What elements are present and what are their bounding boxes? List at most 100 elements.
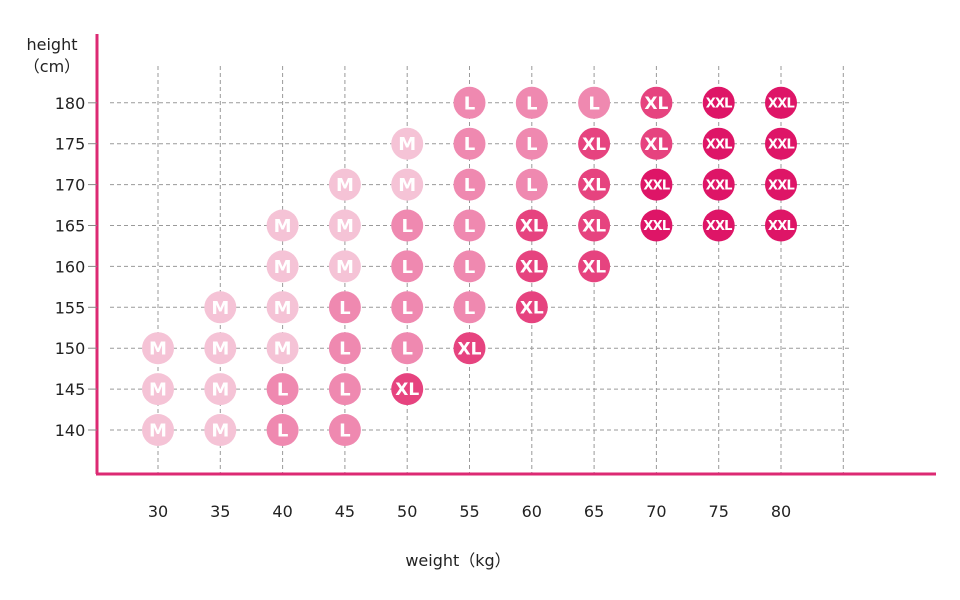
axes [95, 34, 936, 476]
size-marker-circle [453, 168, 486, 201]
size-marker-circle [204, 414, 237, 446]
size-marker: M [142, 414, 174, 446]
size-marker: XXL [765, 86, 797, 119]
size-marker: M [328, 250, 361, 283]
y-tick-label: 180 [55, 94, 86, 113]
size-marker-label: L [464, 216, 475, 237]
y-tick-label: 140 [55, 421, 86, 440]
size-marker-circle [453, 332, 486, 365]
size-marker-circle [204, 332, 237, 365]
size-marker: M [142, 373, 174, 406]
size-marker-circle [453, 250, 486, 283]
size-marker: M [266, 209, 299, 242]
y-tick-label: 175 [55, 135, 86, 154]
size-marker-circle [266, 291, 299, 324]
size-marker-circle [453, 291, 486, 324]
size-marker: L [266, 414, 299, 446]
size-marker-label: L [339, 380, 350, 401]
size-marker-circle [640, 86, 673, 119]
size-marker: XXL [702, 168, 735, 201]
size-marker-label: XXL [706, 178, 732, 193]
size-marker-label: XL [520, 298, 544, 318]
size-marker: L [328, 373, 361, 406]
size-marker-circle [578, 86, 611, 119]
size-marker-label: XXL [768, 96, 794, 111]
size-marker: XXL [765, 209, 797, 242]
size-marker-label: M [211, 298, 229, 319]
size-marker: L [266, 373, 299, 406]
x-tick-label: 75 [709, 502, 729, 521]
size-marker-circle [391, 127, 424, 160]
size-marker-label: M [149, 339, 167, 360]
size-marker-circle [765, 168, 797, 201]
y-axis-title-line2: （cm） [24, 57, 80, 76]
size-marker: L [515, 168, 548, 201]
size-marker: L [515, 86, 548, 119]
size-marker-circle [266, 414, 299, 446]
size-marker-circle [453, 209, 486, 242]
size-marker-circle [328, 209, 361, 242]
size-marker-label: XL [582, 217, 606, 237]
size-marker: M [328, 168, 361, 201]
size-marker-circle [142, 414, 174, 446]
size-marker: L [328, 332, 361, 365]
size-marker-label: M [336, 175, 354, 196]
size-marker: XL [453, 332, 486, 365]
size-marker-circle [515, 250, 548, 283]
size-marker: XL [578, 127, 611, 160]
size-marker-circle [142, 373, 174, 406]
x-tick-label: 55 [459, 502, 479, 521]
size-marker-label: XL [395, 380, 419, 400]
x-tick-label: 50 [397, 502, 417, 521]
x-tick-label: 35 [210, 502, 230, 521]
size-marker-label: M [274, 339, 292, 360]
size-marker-circle [142, 332, 174, 365]
size-marker-circle [765, 127, 797, 160]
size-marker-label: XXL [643, 219, 669, 234]
size-marker-circle [391, 250, 424, 283]
size-marker-circle [578, 168, 611, 201]
size-marker-circle [702, 86, 735, 119]
size-marker-label: XL [458, 339, 482, 359]
size-marker-circle [391, 291, 424, 324]
size-marker-circle [515, 291, 548, 324]
size-marker: M [266, 291, 299, 324]
size-marker: XXL [640, 209, 673, 242]
size-marker-circle [328, 250, 361, 283]
size-marker: M [328, 209, 361, 242]
x-tick-label: 70 [646, 502, 666, 521]
size-marker-circle [328, 168, 361, 201]
size-marker-label: XL [644, 135, 668, 155]
size-marker-label: L [401, 257, 412, 278]
size-marker: XL [578, 209, 611, 242]
size-marker-label: XL [520, 217, 544, 237]
size-marker-circle [515, 168, 548, 201]
size-marker-circle [453, 86, 486, 119]
size-marker-label: XXL [706, 137, 732, 152]
size-marker: XL [515, 250, 548, 283]
size-marker-circle [702, 127, 735, 160]
size-marker-circle [328, 291, 361, 324]
size-marker-circle [702, 168, 735, 201]
size-marker: XL [515, 291, 548, 324]
size-marker-label: XL [582, 176, 606, 196]
y-axis-title-line1: height [27, 35, 78, 54]
size-marker-label: L [526, 134, 537, 155]
size-marker-circle [204, 373, 237, 406]
size-marker-label: L [588, 93, 599, 114]
size-marker-circle [328, 332, 361, 365]
size-marker-label: XXL [768, 219, 794, 234]
size-marker: XXL [702, 127, 735, 160]
size-marker-circle [702, 209, 735, 242]
size-marker-circle [328, 414, 361, 446]
size-marker-label: M [149, 420, 167, 441]
size-marker: M [142, 332, 174, 365]
y-tick-label: 145 [55, 380, 86, 399]
size-marker: XL [391, 373, 424, 406]
size-marker: XL [578, 250, 611, 283]
size-marker-label: M [274, 257, 292, 278]
size-marker-label: XL [520, 258, 544, 278]
size-marker-circle [266, 373, 299, 406]
size-marker-label: M [398, 134, 416, 155]
